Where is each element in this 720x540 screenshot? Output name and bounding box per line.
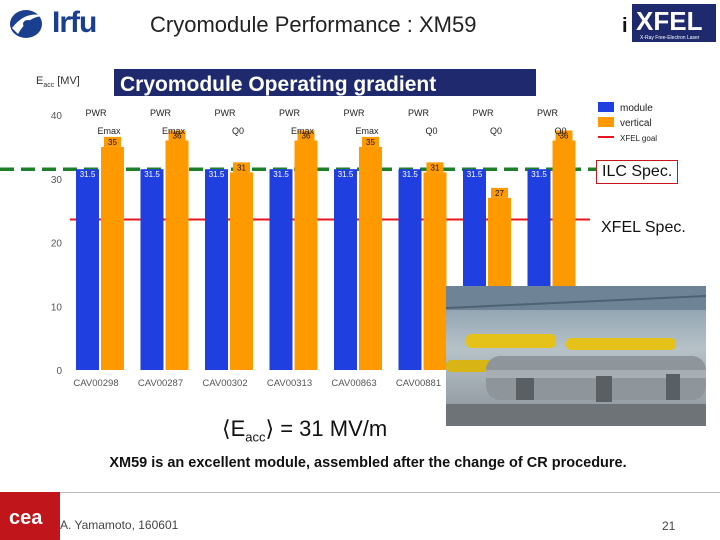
mean-value: ⟩ = 31 MV/m (265, 416, 388, 441)
xfel-spec-label: XFEL Spec. (598, 218, 689, 238)
vertical-bar-label-bg (104, 136, 121, 147)
limit-label-vertical: Emax (162, 126, 186, 136)
y-tick-label: 40 (51, 111, 63, 122)
limit-label-vertical: Emax (291, 126, 315, 136)
irfu-logo-text: Irfu (52, 6, 97, 39)
vertical-bar (165, 140, 189, 370)
vertical-bar (230, 172, 253, 370)
cryomodule-photo (446, 286, 706, 426)
limit-label-module: PWR (215, 108, 236, 118)
vertical-bar-label-bg (168, 130, 186, 141)
cea-logo-text: cea (9, 507, 43, 529)
vertical-bar-label: 27 (495, 189, 504, 198)
y-tick-label: 0 (56, 366, 62, 377)
irfu-logo: Irfu (8, 4, 104, 44)
module-bar-label: 31.5 (80, 170, 96, 179)
footer-divider (0, 492, 720, 493)
chart-title: Cryomodule Operating gradient (120, 73, 436, 96)
limit-label-vertical: Q0 (490, 126, 502, 136)
vertical-bar-label: 36 (173, 132, 182, 141)
limit-label-vertical: Q0 (232, 126, 244, 136)
vertical-bar-label-bg (297, 130, 315, 141)
module-bar (205, 169, 228, 370)
vertical-bar-label: 36 (560, 132, 569, 141)
conclusion-text: XM59 is an excellent module, assembled a… (109, 455, 627, 471)
module-bar (140, 169, 164, 370)
vertical-bar (101, 146, 124, 370)
category-label: CAV00313 (267, 378, 312, 389)
vertical-bar-label-bg (491, 187, 508, 198)
vertical-bar-label: 35 (108, 138, 117, 147)
vertical-bar-label: 31 (237, 163, 246, 172)
limit-label-vertical: Emax (355, 126, 379, 136)
module-bar-label: 31.5 (144, 170, 160, 179)
category-label: CAV00287 (138, 378, 183, 389)
module-bar (269, 169, 293, 370)
module-bar (76, 169, 99, 370)
module-bar-label: 31.5 (467, 170, 483, 179)
category-label: CAV00302 (202, 378, 247, 389)
category-label: CAV00881 (396, 378, 441, 389)
limit-label-vertical: Q0 (554, 126, 566, 136)
limit-label-module: PWR (408, 108, 429, 118)
limit-label-module: PWR (86, 108, 107, 118)
vertical-bar-label: 35 (366, 138, 375, 147)
module-bar-label: 31.5 (338, 170, 354, 179)
irfu-swoosh-icon (10, 10, 44, 38)
gradient-chart: Cryomodule Operating gradient Eacc [MV] 0… (0, 69, 657, 389)
module-bar (334, 169, 357, 370)
cea-logo: cea (0, 492, 60, 540)
y-tick-label: 10 (51, 302, 63, 313)
slide-title: Cryomodule Performance : XM59 (150, 12, 477, 37)
legend-swatch-module (598, 102, 614, 112)
category-label: CAV00863 (331, 378, 376, 389)
xfel-logo: i XFEL X-Ray Free-Electron Laser (622, 2, 718, 46)
vertical-bar-label-bg (233, 162, 250, 173)
legend-label-xfel-goal: XFEL goal (620, 134, 657, 143)
vertical-bar (423, 172, 447, 370)
xfel-logo-text: XFEL (636, 6, 703, 36)
module-bar (398, 169, 422, 370)
limit-label-module: PWR (344, 108, 365, 118)
category-label: CAV00298 (73, 378, 118, 389)
limit-label-module: PWR (279, 108, 300, 118)
limit-label-module: PWR (537, 108, 558, 118)
chart-title-bg (114, 69, 536, 96)
limit-label-module: PWR (150, 108, 171, 118)
vertical-bar-label-bg (362, 136, 379, 147)
y-axis-label: Eacc [MV] (36, 75, 80, 89)
page-number: 21 (662, 519, 676, 533)
legend-label-vertical: vertical (620, 118, 652, 129)
y-tick-label: 20 (51, 239, 63, 250)
xfel-logo-subtitle: X-Ray Free-Electron Laser (640, 35, 700, 41)
module-bar-label: 31.5 (209, 170, 225, 179)
limit-label-vertical: Q0 (425, 126, 437, 136)
vertical-bar-label-bg (555, 130, 573, 141)
legend-label-module: module (620, 103, 653, 114)
mean-subscript: acc (245, 429, 266, 445)
vertical-bar (294, 140, 318, 370)
vertical-bar-label-bg (426, 162, 444, 173)
mean-symbol-left: ⟨E (222, 416, 246, 441)
ilc-spec-label: ILC Spec. (596, 160, 679, 184)
mean-gradient: ⟨Eacc⟩ = 31 MV/m (222, 416, 387, 444)
vertical-bar-label: 31 (431, 163, 440, 172)
module-bar-label: 31.5 (402, 170, 418, 179)
module-bar-label: 31.5 (273, 170, 289, 179)
vertical-bar (359, 146, 382, 370)
legend-swatch-vertical (598, 117, 614, 127)
vertical-bar-label: 36 (302, 132, 311, 141)
module-bar-label: 31.5 (531, 170, 547, 179)
limit-label-vertical: Emax (97, 126, 121, 136)
y-tick-label: 30 (51, 175, 63, 186)
footer-author: A. Yamamoto, 160601 (60, 518, 179, 532)
xfel-logo-prefix: i (622, 15, 628, 37)
limit-label-module: PWR (473, 108, 494, 118)
